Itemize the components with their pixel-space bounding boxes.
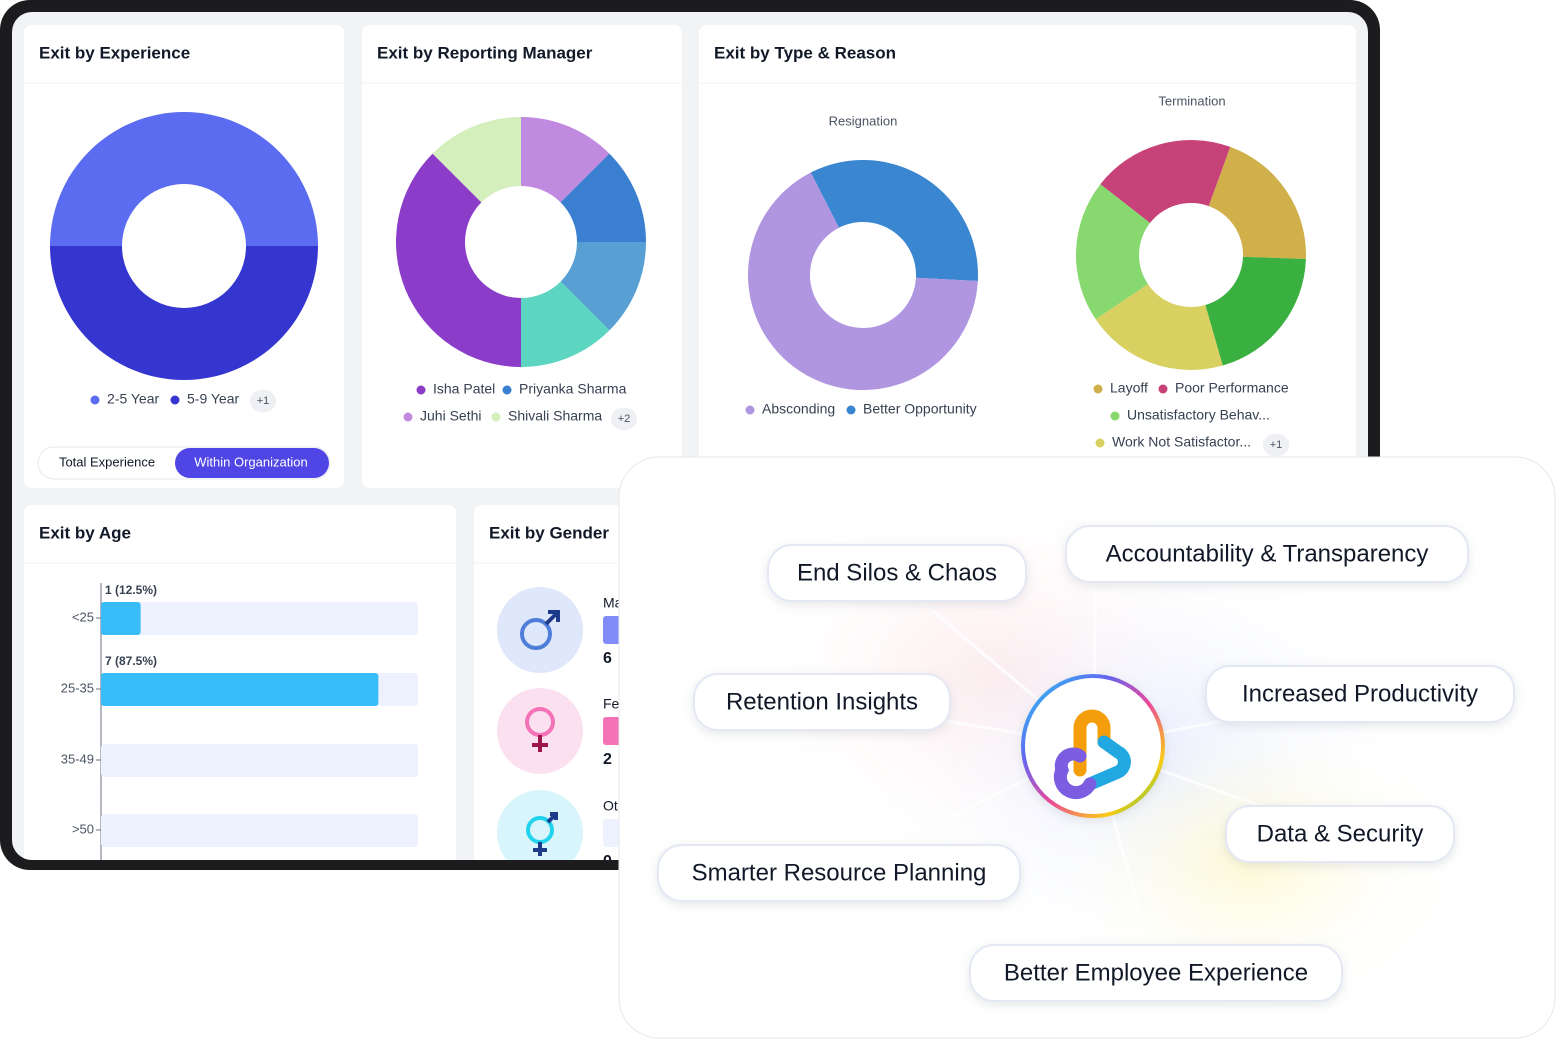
y-tick-label: 25-35 [61, 680, 94, 695]
pie-slice [1100, 140, 1231, 223]
chart-subtitle: Resignation [829, 113, 898, 128]
feature-label: Data & Security [1257, 820, 1424, 847]
feature-label: Better Employee Experience [1004, 959, 1308, 986]
pie-slice [50, 246, 318, 380]
value-label: 2 [603, 751, 612, 768]
card [362, 25, 682, 488]
feature-label: Accountability & Transparency [1106, 540, 1429, 567]
pie-slice [1095, 284, 1223, 371]
legend-swatch [90, 395, 100, 405]
legend-more-bg [1263, 434, 1289, 456]
legend-swatch [1110, 411, 1120, 421]
legend-more-bg [611, 408, 637, 430]
pie-slice [396, 153, 521, 367]
card-title: Exit by Age [39, 523, 131, 542]
logo [1053, 709, 1131, 800]
feature-pill [1205, 665, 1515, 723]
legend-label: Absconding [762, 401, 835, 417]
legend-label: Better Opportunity [863, 401, 977, 417]
bar [101, 673, 379, 706]
pie-slice [50, 112, 318, 246]
legend-label: Isha Patel [433, 381, 495, 397]
toggle-option[interactable]: Total Experience [59, 454, 155, 469]
icon-bg [497, 790, 583, 860]
legend-swatch [1158, 384, 1168, 394]
feature-label: Retention Insights [726, 688, 918, 715]
card-title: Exit by Type & Reason [714, 43, 896, 62]
pie-slice [521, 281, 610, 367]
feature-label: Increased Productivity [1242, 680, 1478, 707]
feature-pill [969, 944, 1343, 1002]
value-label: 1 (12.5%) [105, 583, 157, 597]
toggle-option[interactable]: Within Organization [194, 454, 307, 469]
legend-label: Priyanka Sharma [519, 381, 627, 397]
y-tick-label: 35-49 [61, 751, 94, 766]
legend-more: +1 [257, 395, 270, 407]
legend-swatch [502, 385, 512, 395]
pie-slice [1075, 184, 1151, 320]
value-label: 6 [603, 650, 612, 667]
legend-label: Shivali Sharma [508, 408, 602, 424]
pie-slice [748, 172, 978, 390]
pie-slice [432, 117, 521, 203]
legend-more: +1 [1270, 439, 1283, 451]
toggle-active[interactable] [175, 448, 329, 478]
bar-track [101, 814, 418, 847]
bar [101, 602, 141, 635]
legend-more: +2 [618, 413, 631, 425]
legend-label: Work Not Satisfactor... [1112, 434, 1251, 450]
feature-pill [657, 844, 1021, 902]
legend-label: Unsatisfactory Behav... [1127, 407, 1270, 423]
legend-label: Poor Performance [1175, 380, 1289, 396]
legend-more-bg [250, 390, 276, 412]
other-icon [526, 812, 558, 856]
legend-label: 5-9 Year [187, 391, 239, 407]
y-tick-label: >50 [72, 821, 94, 836]
male-icon [520, 610, 560, 650]
legend-swatch [403, 412, 413, 422]
bar-track [101, 602, 418, 635]
feature-label: End Silos & Chaos [797, 559, 997, 586]
feature-label: Smarter Resource Planning [692, 859, 987, 886]
pie-slice [810, 159, 979, 282]
y-tick-label: <25 [72, 609, 94, 624]
value-label: 0 [603, 853, 612, 870]
feature-panel: End Silos & Chaos Accountability & Transp… [618, 456, 1556, 1039]
card-title: Exit by Gender [489, 523, 609, 542]
legend-swatch [170, 395, 180, 405]
legend-swatch [745, 405, 755, 415]
legend-label: Juhi Sethi [420, 408, 481, 424]
legend-label: 2-5 Year [107, 391, 159, 407]
legend-swatch [1093, 384, 1103, 394]
feature-pill [767, 544, 1027, 602]
legend-swatch [1095, 438, 1105, 448]
feature-pill [1225, 805, 1455, 863]
pie-slice [1208, 146, 1306, 260]
pie-slice [560, 153, 646, 242]
legend-swatch [416, 385, 426, 395]
bar-track [101, 744, 418, 777]
card-title: Exit by Reporting Manager [377, 43, 593, 62]
legend-swatch [491, 412, 501, 422]
pie-slice [521, 117, 610, 203]
pie-slice [1205, 256, 1306, 366]
value-label: 7 (87.5%) [105, 654, 157, 668]
chart-subtitle: Termination [1158, 93, 1225, 108]
pie-slice [560, 242, 646, 331]
logo-ring [1021, 674, 1165, 818]
card-title: Exit by Experience [39, 43, 190, 62]
feature-pill [1065, 525, 1469, 583]
icon-bg [497, 587, 583, 673]
feature-pill [693, 673, 951, 731]
female-icon [525, 707, 555, 752]
legend-label: Layoff [1110, 380, 1148, 396]
icon-bg [497, 688, 583, 774]
legend-swatch [846, 405, 856, 415]
